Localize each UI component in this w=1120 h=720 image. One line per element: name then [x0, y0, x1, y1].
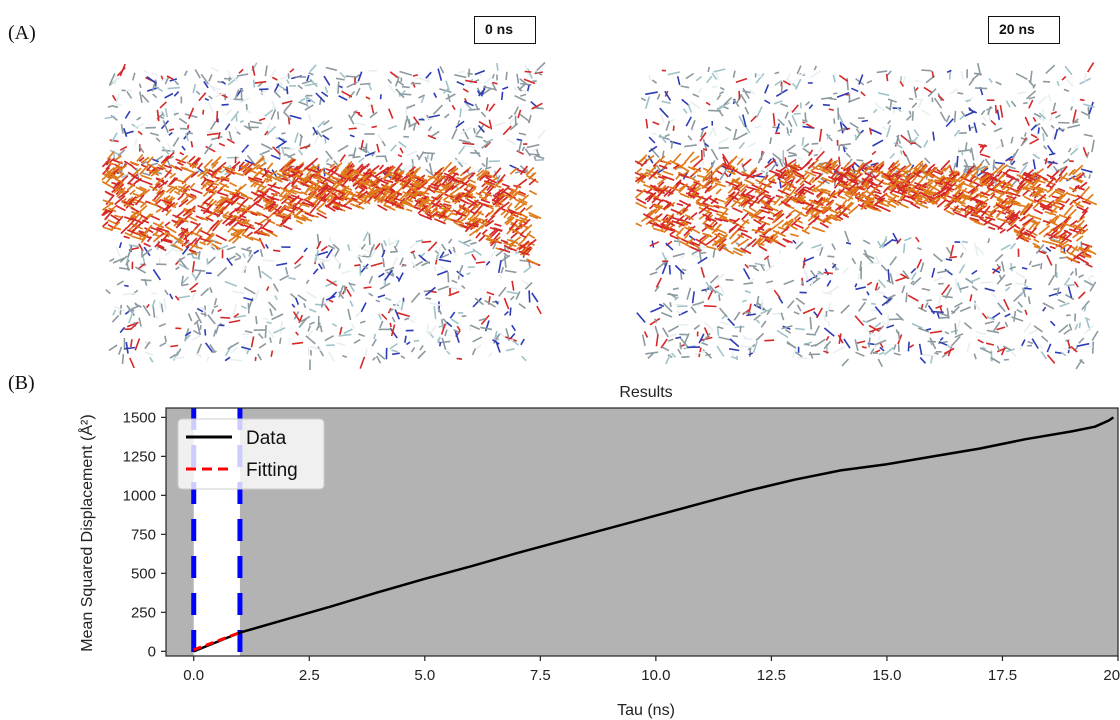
snapshot-time-label-20: 20 ns: [988, 16, 1060, 44]
series-line-fitting: [193, 631, 241, 652]
molecular-snapshot-0ns: [101, 61, 546, 370]
y-tick-label: 1000: [123, 487, 156, 504]
y-tick-label: 1250: [123, 448, 156, 465]
y-tick-label: 250: [131, 604, 156, 621]
x-tick-label: 7.5: [530, 667, 551, 684]
y-tick-label: 0: [148, 643, 156, 660]
panel-a-label: (A): [8, 22, 36, 44]
x-tick-label: 17.5: [988, 667, 1017, 684]
legend-label-data: Data: [246, 428, 287, 449]
series-line-data: [193, 416, 1115, 653]
x-tick-label: 10.0: [641, 667, 670, 684]
x-tick-label: 15.0: [872, 667, 901, 684]
molecular-snapshot-20ns: [634, 62, 1099, 370]
y-axis-label: Mean Squared Displacement (Å²): [77, 414, 96, 651]
x-tick-label: 12.5: [757, 667, 786, 684]
y-tick-label: 750: [131, 526, 156, 543]
plot-frame: [165, 407, 1119, 657]
legend-label-fitting: Fitting: [246, 460, 298, 481]
msd-chart: Results 0.0 2.5 5.0 7.5 10.0 12.5 15.0 17.5 20.0…: [77, 384, 1120, 719]
plot-area: [166, 408, 1118, 656]
chart-title: Results: [619, 384, 672, 401]
x-tick-label: 2.5: [299, 667, 320, 684]
linker-molecules: [104, 61, 546, 370]
x-tick-label: 0.0: [183, 667, 204, 684]
y-tick-label: 500: [131, 565, 156, 582]
legend: Data Fitting: [177, 418, 325, 490]
linker-molecules: [636, 62, 1099, 370]
snapshot-time-label-0: 0 ns: [474, 16, 536, 44]
x-tick-label: 5.0: [414, 667, 435, 684]
x-tick-label: 20.0: [1103, 667, 1120, 684]
y-tick-label: 1500: [123, 409, 156, 426]
x-axis-label: Tau (ns): [617, 702, 675, 719]
framework-slab: [101, 150, 542, 267]
framework-slab: [634, 151, 1098, 265]
panel-b-label: (B): [8, 372, 35, 394]
